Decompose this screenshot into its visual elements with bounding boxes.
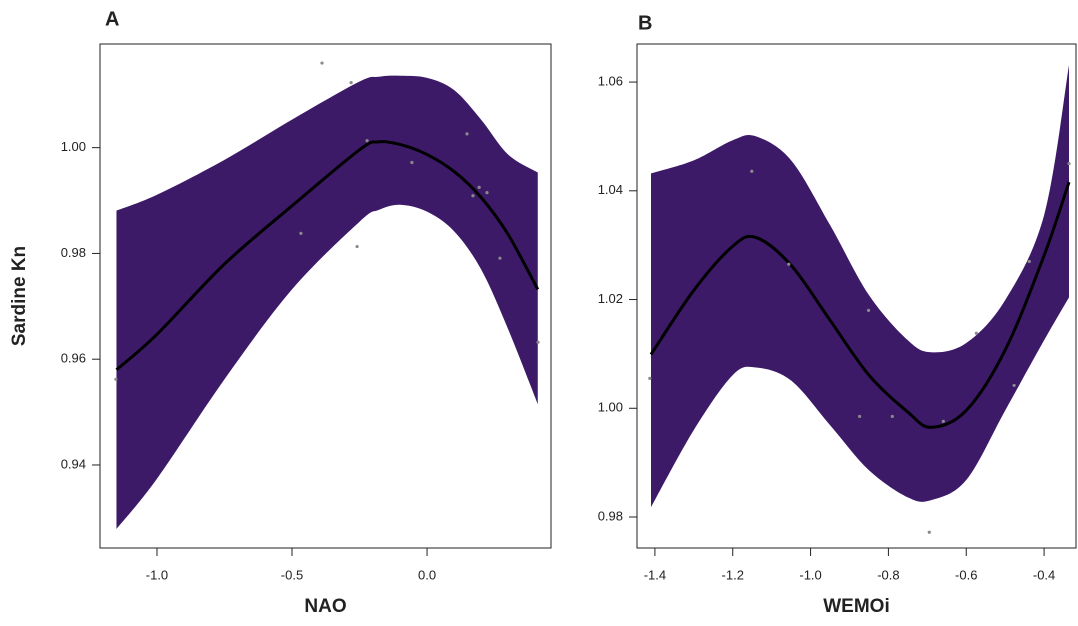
data-point xyxy=(648,376,652,380)
data-point xyxy=(927,530,931,534)
data-point xyxy=(471,194,475,198)
plot-frame xyxy=(99,43,552,549)
data-point xyxy=(974,331,978,335)
data-point xyxy=(320,61,324,65)
x-tick-label: -0.8 xyxy=(877,567,899,582)
data-point xyxy=(299,231,303,235)
plot-frame xyxy=(636,43,1077,549)
y-tick-label: 0.98 xyxy=(61,245,86,260)
x-tick-label: -0.4 xyxy=(1033,567,1055,582)
x-tick-label: -1.4 xyxy=(644,567,666,582)
data-point xyxy=(536,340,540,344)
data-point xyxy=(465,132,469,136)
confidence-band xyxy=(651,65,1069,508)
x-tick-label: -1.2 xyxy=(722,567,744,582)
data-point xyxy=(485,191,489,195)
x-tick-label: -1.0 xyxy=(799,567,821,582)
x-axis-title: WEMOi xyxy=(823,596,890,617)
confidence-band xyxy=(116,75,538,529)
y-axis-title: Sardine Kn xyxy=(9,246,30,346)
data-point xyxy=(477,185,481,189)
x-tick-label: 0.0 xyxy=(418,567,436,582)
y-tick-label: 1.00 xyxy=(61,139,86,154)
x-tick-label: -1.0 xyxy=(146,567,168,582)
data-point xyxy=(858,414,862,419)
data-point xyxy=(941,419,945,423)
y-tick-label: 0.96 xyxy=(61,351,86,366)
y-tick-label: 1.02 xyxy=(598,291,623,306)
data-point xyxy=(787,262,791,266)
data-point xyxy=(365,139,369,143)
panel-label: A xyxy=(105,8,119,30)
panel-label: B xyxy=(638,12,652,34)
data-point xyxy=(890,414,894,419)
data-point xyxy=(866,308,871,313)
fit-line xyxy=(115,140,540,371)
y-tick-label: 0.98 xyxy=(598,508,623,523)
x-axis-title: NAO xyxy=(304,596,346,617)
data-point xyxy=(1027,259,1031,264)
x-tick-label: -0.5 xyxy=(281,567,303,582)
fit-line xyxy=(649,181,1071,429)
y-tick-label: 1.00 xyxy=(598,400,623,415)
data-point xyxy=(750,169,754,173)
data-point xyxy=(1067,162,1071,166)
data-point xyxy=(355,244,359,249)
data-point xyxy=(114,377,118,381)
y-tick-label: 1.04 xyxy=(598,182,623,197)
y-tick-label: 0.94 xyxy=(61,456,86,471)
data-point xyxy=(349,81,353,85)
data-point xyxy=(1012,383,1016,388)
x-tick-label: -0.6 xyxy=(955,567,977,582)
data-point xyxy=(498,256,502,260)
data-point xyxy=(410,160,414,165)
y-tick-label: 1.06 xyxy=(598,73,623,88)
